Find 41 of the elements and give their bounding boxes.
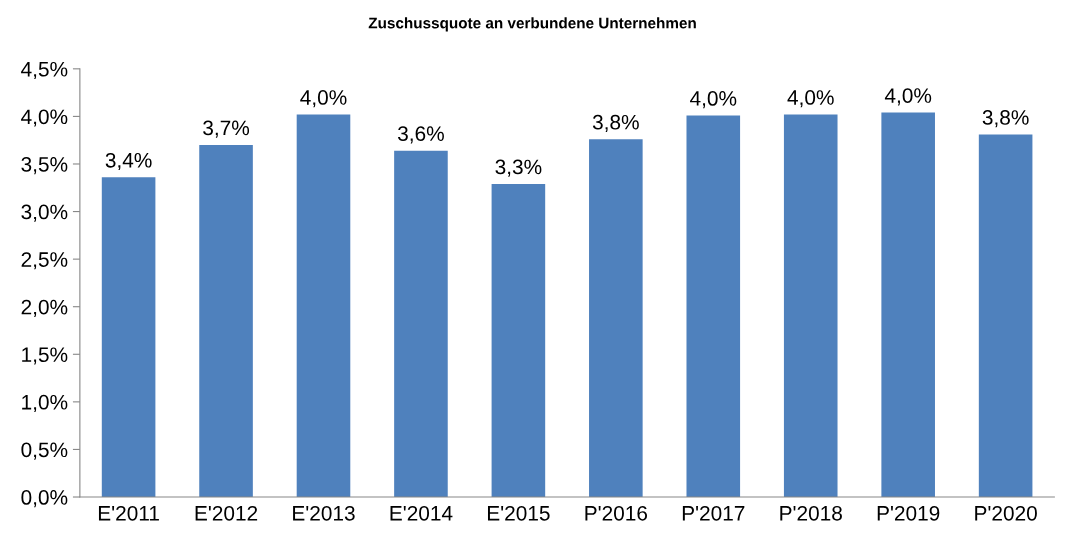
x-tick-label: E'2014 xyxy=(390,505,453,521)
data-label: 3,7% xyxy=(203,120,250,138)
x-tick-label: P'2017 xyxy=(682,505,745,521)
data-label: 3,4% xyxy=(105,152,152,171)
bar xyxy=(491,183,546,498)
chart-title: Zuschussquote an verbundene Unternehmen xyxy=(368,17,696,32)
y-tick-label: 1,0% xyxy=(22,394,68,413)
bar xyxy=(394,150,448,498)
bar xyxy=(978,134,1033,498)
data-label: 3,8% xyxy=(982,110,1029,128)
y-tick-label: 2,0% xyxy=(21,299,68,317)
bar xyxy=(101,177,156,498)
y-tick-label: 0,5% xyxy=(21,442,68,460)
x-tick-label: E'2012 xyxy=(195,505,258,521)
bar xyxy=(199,144,253,498)
x-tick-label: E'2011 xyxy=(98,505,159,521)
bar xyxy=(589,139,643,498)
x-tick-label: P'2018 xyxy=(780,505,842,521)
x-tick-label: P'2016 xyxy=(585,505,648,521)
data-label: 4,0% xyxy=(884,88,932,106)
y-tick-label: 0,0% xyxy=(21,490,68,508)
data-label: 3,3% xyxy=(495,159,542,177)
data-label: 3,8% xyxy=(592,114,639,133)
bar xyxy=(686,115,741,498)
bar xyxy=(783,114,838,498)
x-tick-label: P'2019 xyxy=(877,505,940,521)
x-tick-label: E'2015 xyxy=(487,505,550,521)
y-tick-label: 3,0% xyxy=(21,204,68,222)
bar xyxy=(881,112,935,498)
y-tick-label: 4,5% xyxy=(21,61,68,80)
data-label: 3,6% xyxy=(397,126,444,144)
x-tick-label: E'2013 xyxy=(293,505,355,521)
y-tick-label: 4,0% xyxy=(21,109,68,127)
x-tick-label: P'2020 xyxy=(975,505,1037,521)
data-label: 4,0% xyxy=(787,90,834,108)
data-label: 4,0% xyxy=(690,91,737,109)
bar xyxy=(296,114,351,498)
data-label: 4,0% xyxy=(300,90,347,108)
y-tick-label: 3,5% xyxy=(21,156,68,175)
y-tick-label: 2,5% xyxy=(21,252,68,270)
y-tick-label: 1,5% xyxy=(22,347,68,365)
